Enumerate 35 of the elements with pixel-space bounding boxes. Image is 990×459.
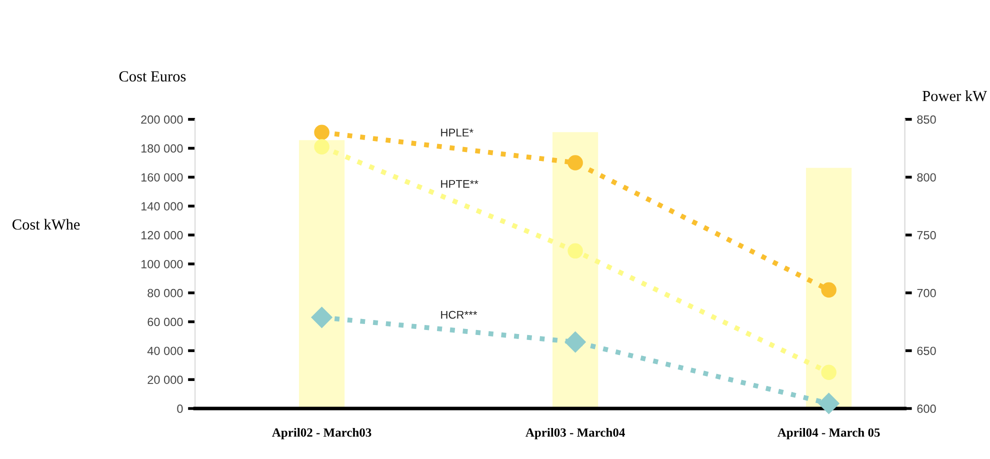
y-tick-label: 0	[177, 404, 183, 413]
y2-tick-label: 600	[917, 404, 936, 413]
y-tick-label: 100 000	[141, 260, 183, 268]
y2-axis-title: Power kW	[922, 90, 987, 102]
point	[314, 139, 330, 154]
y2-tick-label: 700	[917, 288, 936, 298]
y2-tick-label: 800	[917, 173, 936, 182]
text: Cost kWhe	[12, 218, 80, 230]
y-tick-label: 140 000	[141, 202, 183, 210]
y-tick-label: 20 000	[148, 376, 183, 384]
point	[821, 282, 836, 298]
point	[564, 331, 586, 353]
y2-tick-label: 650	[917, 346, 936, 356]
y-tick-label: 80 000	[148, 288, 183, 298]
point	[311, 306, 332, 328]
y2-tick-label: 750	[917, 231, 936, 240]
series-label: HCR***	[441, 310, 478, 319]
point	[821, 364, 836, 380]
x-tick-label: April02 - March03	[272, 428, 372, 440]
x-tick-label: April03 - March04	[526, 428, 625, 440]
point	[818, 392, 840, 414]
point	[314, 124, 330, 140]
y-tick-label: 200 000	[141, 115, 183, 124]
x-tick-label: April04 - March 05	[777, 428, 880, 440]
series-label: HPTE**	[441, 180, 478, 188]
y-tick-label: 120 000	[141, 231, 183, 240]
y-axis-title: Cost Euros	[119, 71, 186, 82]
point	[568, 155, 583, 170]
series-label: HPLE*	[441, 128, 474, 136]
y-tick-label: 160 000	[141, 173, 183, 182]
y-tick-label: 180 000	[141, 144, 183, 153]
point	[568, 243, 583, 259]
y-tick-label: 40 000	[147, 346, 183, 356]
y2-tick-label: 850	[917, 115, 936, 124]
y-tick-label: 60 000	[148, 318, 183, 326]
